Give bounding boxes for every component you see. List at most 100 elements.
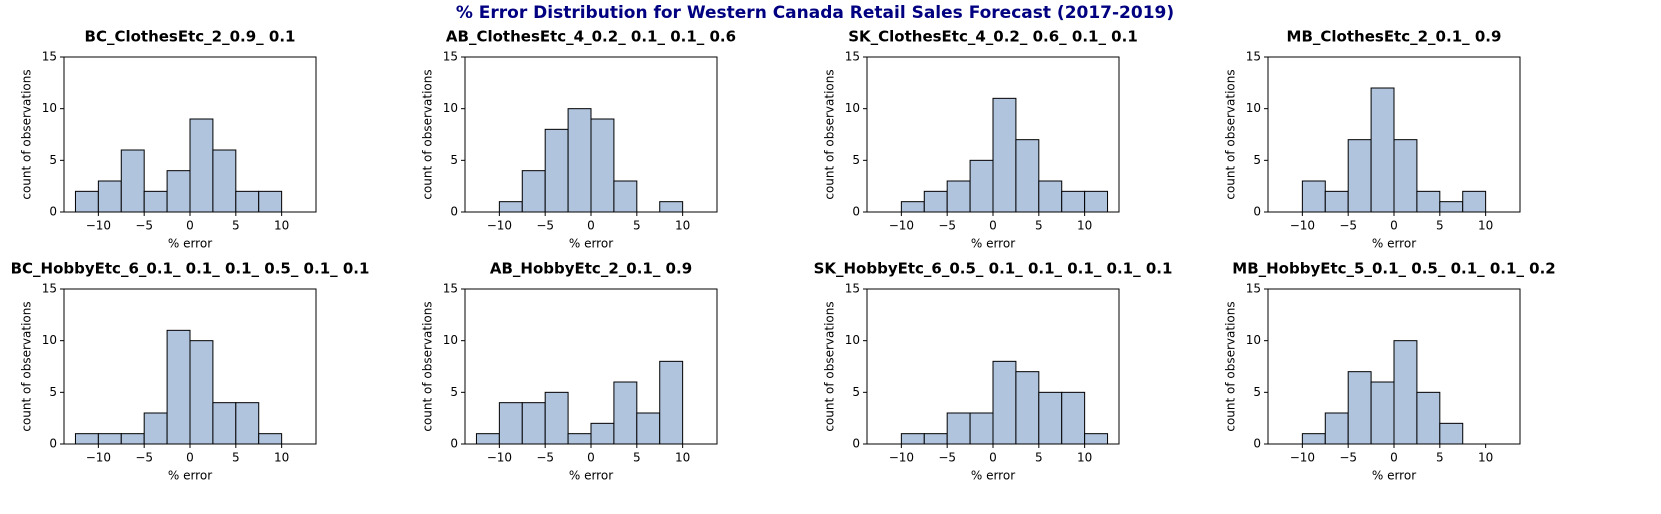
x-axis-label: % error: [569, 237, 613, 251]
y-tick-label: 5: [852, 385, 860, 399]
x-tick-label: −10: [86, 219, 111, 233]
x-tick-label: 10: [1478, 451, 1493, 465]
bar: [659, 360, 684, 445]
bar: [120, 433, 145, 445]
bar: [1347, 371, 1372, 445]
x-tick-label: −5: [938, 451, 956, 465]
bar: [74, 190, 99, 213]
x-axis-label: % error: [971, 237, 1015, 251]
y-tick-label: 0: [1253, 205, 1261, 219]
x-tick-label: 10: [1077, 219, 1092, 233]
y-tick-label: 10: [443, 101, 458, 115]
x-tick-label: 0: [989, 219, 997, 233]
bar: [613, 180, 638, 213]
bar: [97, 433, 122, 445]
bar: [143, 412, 168, 445]
bar: [1301, 180, 1326, 213]
bar: [969, 159, 994, 213]
bar: [212, 402, 237, 445]
x-tick-label: −5: [1339, 451, 1357, 465]
x-tick-label: −10: [889, 451, 914, 465]
bar: [143, 190, 168, 213]
bar: [166, 170, 191, 213]
y-tick-label: 10: [845, 333, 860, 347]
bar: [923, 433, 948, 445]
y-tick-label: 5: [450, 385, 458, 399]
bar: [1324, 190, 1349, 213]
x-tick-label: 10: [274, 451, 289, 465]
y-tick-label: 0: [1253, 437, 1261, 451]
bar: [1393, 340, 1418, 445]
y-tick-label: 10: [443, 333, 458, 347]
y-axis-label: count of observations: [823, 69, 837, 199]
y-tick-label: 15: [845, 50, 860, 64]
y-axis-label: count of observations: [421, 301, 435, 431]
x-tick-label: −10: [487, 451, 512, 465]
x-tick-label: 0: [989, 451, 997, 465]
y-tick-label: 0: [852, 205, 860, 219]
x-tick-label: 5: [1436, 219, 1444, 233]
x-tick-label: 10: [1478, 219, 1493, 233]
y-tick-label: 15: [1246, 50, 1261, 64]
x-tick-label: 5: [1035, 451, 1043, 465]
x-tick-label: 10: [675, 451, 690, 465]
bar: [235, 402, 260, 445]
x-tick-label: −10: [1290, 451, 1315, 465]
figure-title: % Error Distribution for Western Canada …: [456, 3, 1174, 23]
bar: [1416, 391, 1441, 445]
x-tick-label: −10: [487, 219, 512, 233]
x-tick-label: 5: [633, 451, 641, 465]
x-axis-label: % error: [1372, 469, 1416, 483]
bar: [258, 190, 283, 213]
bar: [544, 391, 569, 445]
x-tick-label: −5: [135, 219, 153, 233]
x-tick-label: −5: [938, 219, 956, 233]
subplot-title: BC_HobbyEtc_6_0.1_ 0.1_ 0.1_ 0.5_ 0.1_ 0…: [11, 260, 370, 278]
bar: [1416, 190, 1441, 213]
y-axis-label: count of observations: [421, 69, 435, 199]
x-tick-label: 5: [633, 219, 641, 233]
x-tick-label: −10: [86, 451, 111, 465]
bar: [166, 329, 191, 445]
bar: [1084, 433, 1109, 445]
x-tick-label: 0: [1390, 219, 1398, 233]
bar: [189, 118, 214, 213]
y-tick-label: 15: [42, 50, 57, 64]
bar: [1393, 139, 1418, 213]
bar: [1462, 190, 1487, 213]
y-tick-label: 10: [845, 101, 860, 115]
y-tick-label: 10: [42, 101, 57, 115]
bar: [74, 433, 99, 445]
y-tick-label: 15: [443, 282, 458, 296]
bar: [1061, 391, 1086, 445]
x-tick-label: 0: [186, 219, 194, 233]
y-tick-label: 10: [42, 333, 57, 347]
bar: [590, 422, 615, 445]
bar: [1084, 190, 1109, 213]
x-tick-label: 0: [1390, 451, 1398, 465]
x-axis-label: % error: [569, 469, 613, 483]
subplot-title: MB_ClothesEtc_2_0.1_ 0.9: [1287, 28, 1502, 46]
bar: [992, 360, 1017, 445]
y-tick-label: 0: [852, 437, 860, 451]
y-tick-label: 10: [1246, 101, 1261, 115]
bar: [1061, 190, 1086, 213]
y-tick-label: 0: [450, 437, 458, 451]
bar: [1439, 422, 1464, 445]
bar: [97, 180, 122, 213]
x-tick-label: 10: [274, 219, 289, 233]
bar: [1038, 391, 1063, 445]
bar: [212, 149, 237, 213]
x-tick-label: 0: [587, 451, 595, 465]
bar: [1324, 412, 1349, 445]
bar: [923, 190, 948, 213]
x-tick-label: −10: [889, 219, 914, 233]
bar: [946, 180, 971, 213]
y-tick-label: 5: [852, 153, 860, 167]
y-axis-label: count of observations: [1224, 301, 1238, 431]
bar: [258, 433, 283, 445]
bar: [636, 412, 661, 445]
x-tick-label: 10: [675, 219, 690, 233]
bar: [969, 412, 994, 445]
y-tick-label: 15: [845, 282, 860, 296]
